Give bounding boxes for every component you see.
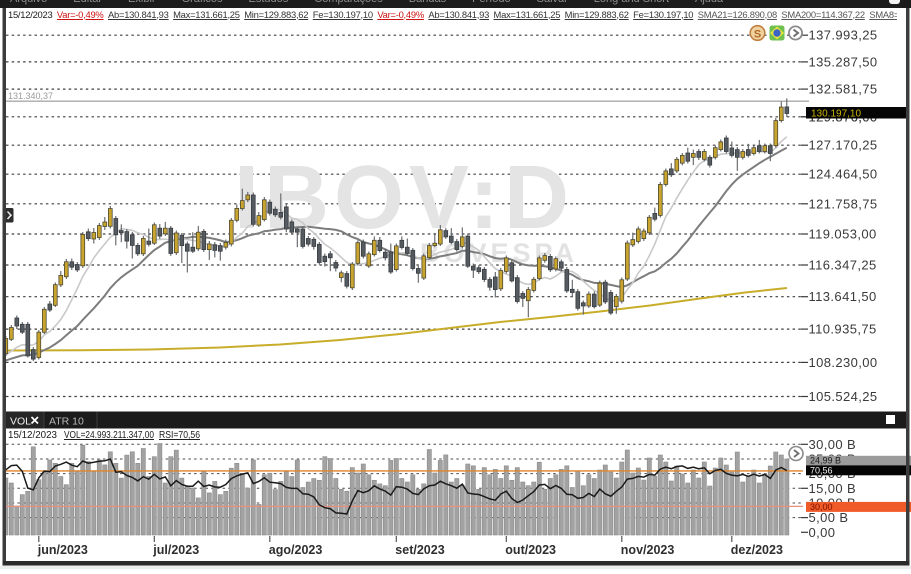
- svg-text:30,00 B: 30,00 B: [809, 437, 857, 452]
- svg-text:135.287,50: 135.287,50: [809, 54, 878, 69]
- svg-text:110.935,75: 110.935,75: [809, 322, 877, 337]
- svg-text:113.641,50: 113.641,50: [809, 289, 877, 304]
- svg-text:jul/2023: jul/2023: [152, 543, 199, 557]
- svg-text:127.170,25: 127.170,25: [809, 138, 878, 153]
- svg-text:70,56: 70,56: [810, 466, 833, 476]
- svg-text:108.230,00: 108.230,00: [809, 355, 878, 370]
- svg-text:S: S: [754, 29, 761, 41]
- svg-text:set/2023: set/2023: [395, 543, 444, 557]
- svg-text:5,00 B: 5,00 B: [809, 510, 849, 525]
- svg-text:116.347,25: 116.347,25: [809, 258, 877, 273]
- svg-text:15/12/2023: 15/12/2023: [8, 430, 58, 441]
- svg-text:130.197,10: 130.197,10: [811, 109, 861, 120]
- svg-text:119.053,00: 119.053,00: [809, 227, 877, 242]
- svg-text:124.464,50: 124.464,50: [809, 167, 878, 182]
- svg-text:jun/2023: jun/2023: [37, 543, 88, 557]
- svg-text:121.758,75: 121.758,75: [809, 196, 878, 211]
- svg-text:VOL=24.993.211.347,00: VOL=24.993.211.347,00: [64, 430, 154, 441]
- svg-text:out/2023: out/2023: [505, 543, 556, 557]
- svg-text:137.993,25: 137.993,25: [809, 28, 878, 43]
- svg-text:RSI=70,56: RSI=70,56: [159, 430, 200, 441]
- svg-text:ago/2023: ago/2023: [269, 543, 323, 557]
- svg-text:30,00: 30,00: [810, 502, 833, 512]
- svg-text:105.524,25: 105.524,25: [809, 389, 878, 404]
- svg-text:132.581,75: 132.581,75: [809, 82, 878, 97]
- svg-text:dez/2023: dez/2023: [731, 543, 783, 557]
- svg-text:nov/2023: nov/2023: [621, 543, 675, 557]
- svg-text:0,00: 0,00: [809, 525, 836, 540]
- svg-text:131.340,37: 131.340,37: [8, 91, 53, 101]
- svg-text:15,00 B: 15,00 B: [809, 481, 857, 496]
- svg-text:ATR 10: ATR 10: [49, 416, 84, 428]
- svg-text:24,99 B: 24,99 B: [810, 456, 841, 466]
- svg-text:VOL: VOL: [10, 416, 31, 428]
- svg-text:IBOV:D: IBOV:D: [234, 148, 574, 248]
